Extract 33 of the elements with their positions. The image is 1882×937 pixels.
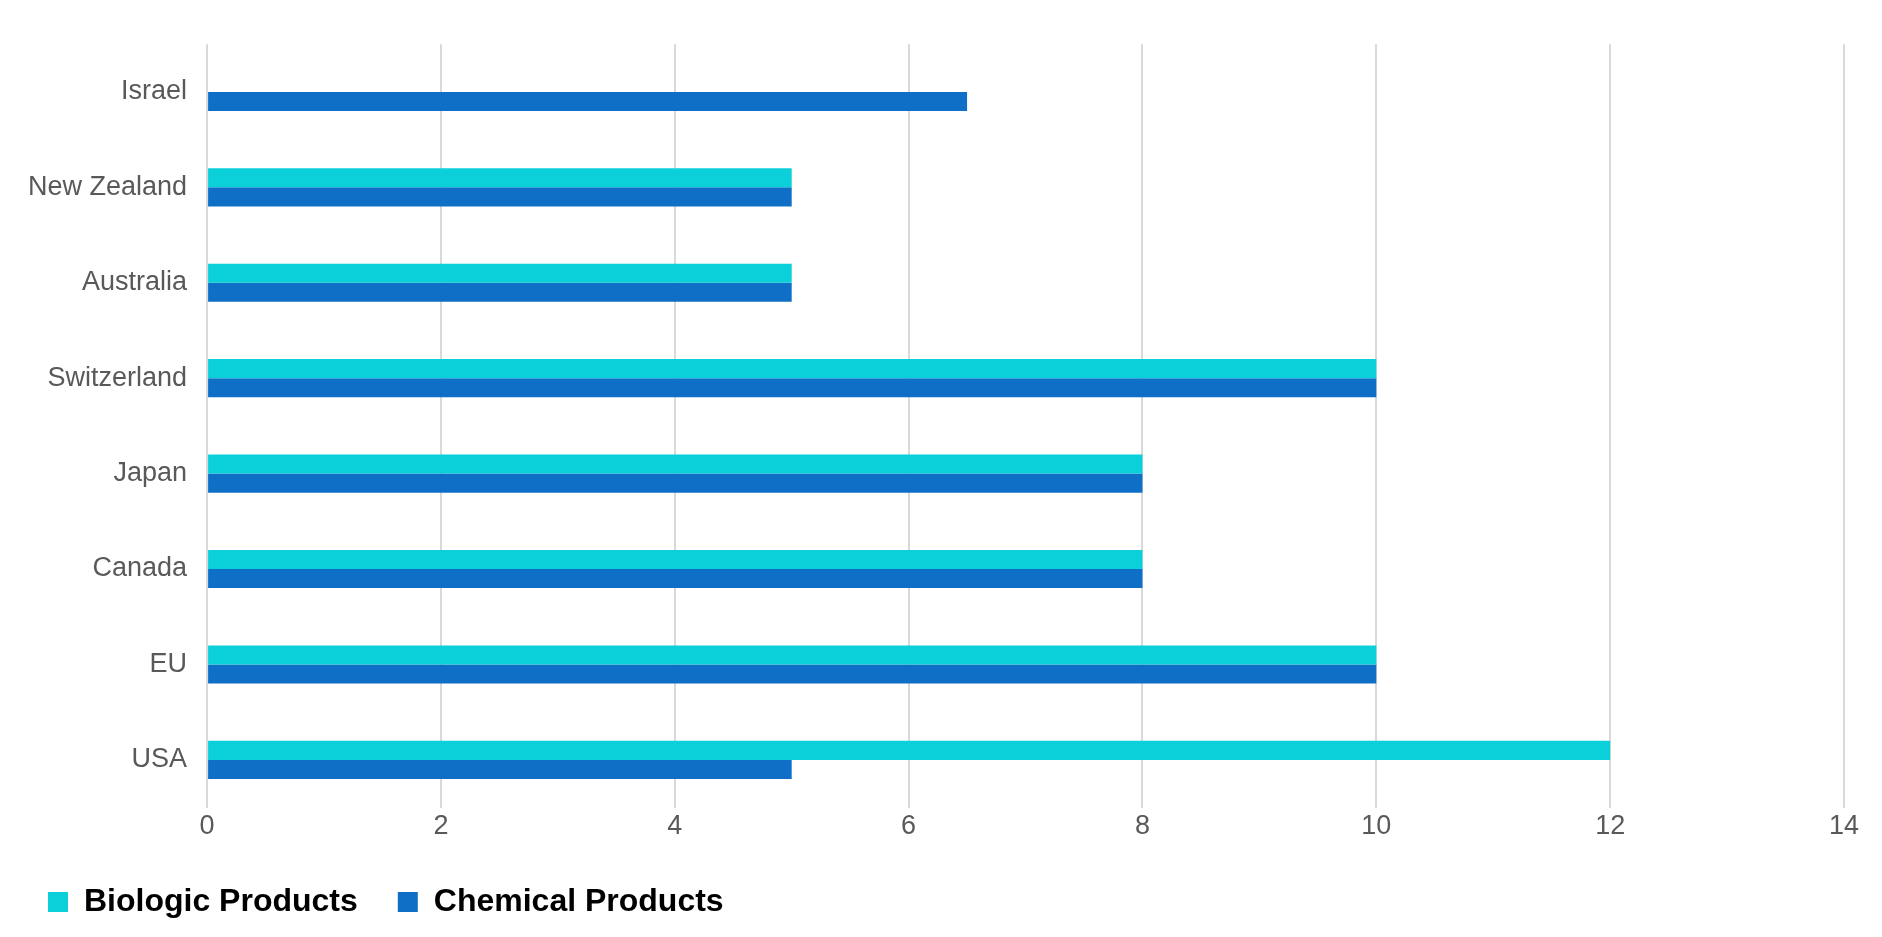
bar <box>208 359 1377 379</box>
y-tick-label: Canada <box>92 552 189 583</box>
y-tick-label: Japan <box>113 457 188 488</box>
bar <box>208 759 792 779</box>
bar <box>208 168 792 188</box>
bar <box>208 378 1377 398</box>
x-tick-label: 10 <box>1361 810 1392 841</box>
x-tick-label: 4 <box>667 810 683 841</box>
bar <box>208 263 792 283</box>
x-tick-label: 6 <box>901 810 917 841</box>
bar <box>208 282 792 302</box>
y-tick-label: Israel <box>121 75 188 106</box>
x-tick-label: 12 <box>1595 810 1626 841</box>
bar <box>208 454 1143 474</box>
x-tick-label: 14 <box>1828 810 1860 841</box>
bar <box>208 187 792 207</box>
y-tick-label: EU <box>149 647 188 678</box>
bar <box>208 645 1377 665</box>
y-tick-label: USA <box>131 743 188 774</box>
x-tick-label: 0 <box>199 810 215 841</box>
x-tick-label: 2 <box>433 810 449 841</box>
y-tick-label: Australia <box>82 266 189 297</box>
legend-label: Chemical Products <box>433 881 724 918</box>
bar <box>208 740 1611 760</box>
bar <box>208 549 1143 570</box>
bar <box>208 473 1143 493</box>
legend-label: Biologic Products <box>84 881 358 918</box>
x-tick-label: 8 <box>1134 810 1150 841</box>
bar <box>208 664 1377 684</box>
bar <box>208 569 1143 589</box>
y-tick-label: Switzerland <box>47 361 188 392</box>
bar <box>208 91 968 111</box>
y-tick-label: New Zealand <box>27 170 188 201</box>
